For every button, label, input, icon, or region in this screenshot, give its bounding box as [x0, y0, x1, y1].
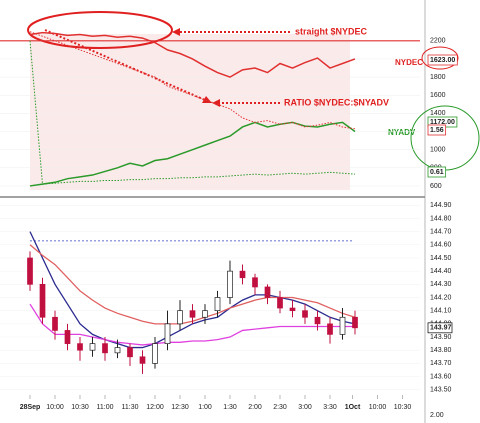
series-line [29, 31, 356, 130]
y-tick-label: 1600 [430, 92, 446, 99]
x-tick-label: 28Sep [20, 404, 41, 411]
candle-body [239, 270, 246, 279]
y-tick-label: 144.10 [430, 308, 452, 315]
highlight-ellipse [27, 11, 173, 49]
volume-tick-label: 2.00 [430, 412, 444, 419]
value-box [427, 166, 447, 178]
x-tick-label: 1:30 [223, 404, 237, 411]
y-tick-label: 144.30 [430, 281, 452, 288]
candle-body [189, 310, 196, 318]
candle-body [177, 310, 183, 325]
candle-body [352, 316, 358, 329]
highlight-ellipse [421, 46, 459, 70]
arrow-head [172, 28, 180, 36]
y-tick-label: 143.70 [430, 360, 452, 367]
candle-body [102, 343, 108, 354]
price-label: 143.97 [430, 325, 452, 332]
series-line [29, 31, 356, 78]
value-box [427, 124, 447, 136]
value-label: 1623.00 [430, 57, 455, 64]
candle-body [314, 316, 321, 325]
candle-body [27, 257, 33, 285]
y-tick-label: 143.80 [430, 347, 452, 354]
x-tick-label: 10:00 [46, 404, 64, 411]
series-line [29, 121, 356, 187]
candle-body [164, 323, 171, 344]
value-label: 1.56 [430, 127, 444, 134]
candle-body [39, 283, 46, 318]
y-tick-label: 144.40 [430, 268, 452, 275]
value-label: 1172.00 [430, 119, 455, 126]
y-tick-label: 143.60 [430, 373, 452, 380]
x-tick-label: 2:00 [248, 404, 262, 411]
candle-body [52, 316, 58, 331]
x-tick-label: 10:30 [71, 404, 89, 411]
arrow [44, 29, 206, 101]
annotation: RATIO $NYDEC:$NYADV [284, 97, 389, 107]
x-tick-label: 12:00 [146, 404, 164, 411]
price-box [427, 322, 453, 334]
candle-body [64, 330, 71, 344]
y-tick-label: 144.80 [430, 215, 452, 222]
x-tick-label: 12:30 [171, 404, 189, 411]
x-tick-label: 10:00 [369, 404, 387, 411]
legend-label: NYADV [388, 128, 416, 137]
x-tick-label: 3:30 [323, 404, 337, 411]
candle-body [264, 286, 271, 298]
candle-body [114, 347, 121, 354]
y-tick-label: 144.70 [430, 228, 452, 235]
value-box [427, 54, 458, 66]
x-tick-label: 1:00 [198, 404, 212, 411]
annotation: straight $NYDEC [295, 26, 368, 36]
candle-body [214, 297, 221, 312]
y-tick-label: 144.50 [430, 255, 452, 262]
y-tick-label: 1400 [430, 110, 446, 117]
x-tick-label: 10:30 [394, 404, 412, 411]
pane-shade [30, 34, 350, 190]
y-tick-label: 1000 [430, 146, 446, 153]
candle-body [277, 297, 283, 309]
candle-body [327, 323, 333, 335]
series-line [29, 40, 356, 185]
value-label: 0.61 [430, 169, 444, 176]
x-tick-label: 11:00 [97, 404, 114, 411]
y-tick-label: 600 [430, 183, 442, 190]
x-tick-label: 1Oct [345, 404, 361, 411]
x-tick-label: 3:00 [298, 404, 312, 411]
candle-body [139, 356, 146, 364]
y-tick-label: 143.90 [430, 334, 452, 341]
candle-body [77, 343, 83, 351]
candle-body [302, 310, 308, 318]
candle-body [89, 343, 96, 351]
y-tick-label: 144.20 [430, 294, 452, 301]
candle-body [252, 277, 258, 288]
series-line [29, 303, 355, 346]
candle-body [152, 343, 158, 364]
candle-body [202, 310, 208, 318]
candle-body [127, 347, 133, 358]
y-tick-label: 2200 [430, 38, 446, 45]
x-tick-label: 11:30 [122, 404, 139, 411]
y-tick-label: 144.90 [430, 202, 452, 209]
candle-body [227, 270, 233, 298]
candle-body [339, 316, 346, 335]
x-tick-label: 2:30 [273, 404, 287, 411]
legend-label: NYDEC [395, 58, 423, 67]
y-tick-label: 1800 [430, 74, 446, 81]
y-tick-label: 143.50 [430, 387, 452, 394]
candle-body [289, 307, 296, 312]
y-tick-label: 144.60 [430, 242, 452, 249]
